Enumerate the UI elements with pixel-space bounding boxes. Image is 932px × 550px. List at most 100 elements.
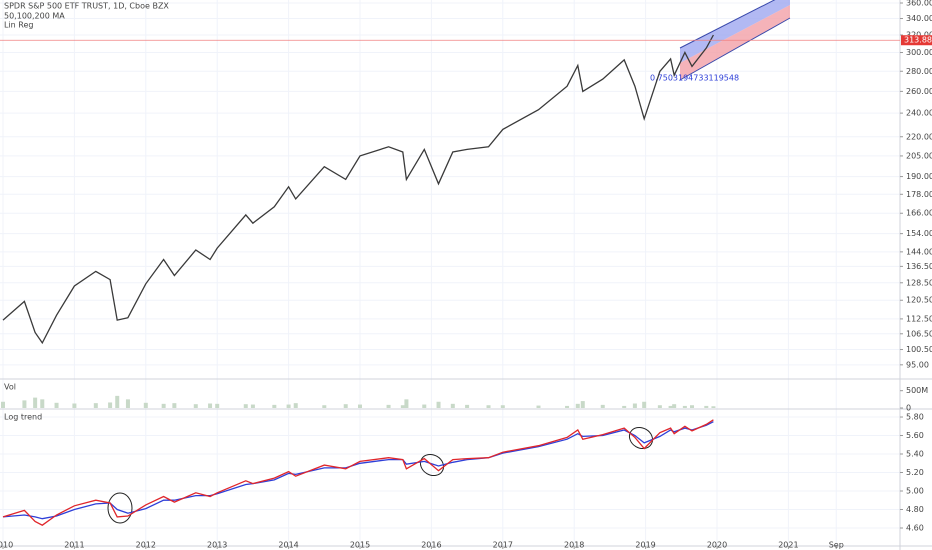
volume-bar: [243, 404, 248, 408]
volume-bar: [580, 401, 585, 408]
series-line: [2, 421, 714, 520]
volume-bar: [343, 404, 348, 408]
y-tick-label: 178.00: [906, 190, 932, 199]
y-tick-label: 166.00: [906, 209, 932, 218]
y-tick-label: 360.00: [906, 0, 932, 8]
volume-bar: [536, 405, 541, 408]
volume-bar: [40, 399, 45, 408]
y-tick-label: 320.00: [906, 30, 932, 39]
regression-line: [679, 0, 776, 49]
y-tick-label: 5.00: [906, 487, 924, 496]
volume-bar: [215, 403, 220, 408]
volume-bar: [600, 404, 605, 408]
y-tick-label: 240.00: [906, 109, 932, 118]
x-tick-label: 2019: [635, 541, 655, 550]
volume-bar: [500, 405, 505, 408]
regression-upper-band: [680, 0, 790, 63]
volume-bar: [143, 402, 148, 408]
y-tick-label: 300.00: [906, 48, 932, 57]
pane-title: Vol: [4, 383, 16, 392]
y-tick-label: 128.50: [906, 278, 932, 287]
y-tick-label: 106.50: [906, 329, 932, 338]
volume-bar: [193, 404, 198, 408]
volume-bar: [358, 404, 362, 408]
volume-bar: [465, 404, 470, 408]
x-tick-label: 2021: [778, 541, 798, 550]
volume-bar: [54, 402, 59, 408]
y-tick-label: 260.00: [906, 87, 932, 96]
x-tick-label: 2012: [136, 541, 156, 550]
volume-bar: [322, 405, 327, 408]
y-tick-label: 112.50: [906, 314, 932, 323]
y-tick-label: 4.60: [906, 523, 924, 532]
y-tick-label: 120.50: [906, 296, 932, 305]
volume-bar: [22, 400, 27, 408]
volume-bar: [286, 404, 291, 408]
volume-bar: [450, 403, 455, 408]
indicator-label: 50,100,200 MA: [4, 12, 65, 21]
volume-bar: [293, 403, 298, 408]
last-price-tag: [901, 35, 932, 46]
y-tick-label: 340.00: [906, 14, 932, 23]
volume-bar: [486, 405, 491, 408]
indicator-label: Lin Reg: [4, 21, 34, 30]
chart-title: SPDR S&P 500 ETF TRUST, 1D, Cboe BZX: [4, 2, 169, 11]
x-tick-label: 2018: [564, 541, 584, 550]
volume-bar: [632, 403, 637, 408]
volume-bar: [208, 403, 213, 408]
volume-bar: [711, 406, 716, 408]
volume-bar: [161, 403, 166, 408]
y-tick-label: 220.00: [906, 132, 932, 141]
x-tick-label: 2017: [493, 541, 513, 550]
volume-bar: [704, 405, 709, 408]
y-tick-label: 5.60: [906, 431, 924, 440]
volume-bar: [642, 401, 647, 408]
volume-bar: [565, 405, 570, 408]
y-tick-label: 136.50: [906, 262, 932, 271]
y-tick-label: 5.40: [906, 450, 924, 459]
volume-bar: [108, 402, 113, 408]
y-tick-label: 5.80: [906, 413, 924, 422]
last-price-label: 313.88: [904, 36, 932, 45]
y-tick-label: 154.00: [906, 229, 932, 238]
x-tick-label: 2020: [707, 541, 727, 550]
volume-bar: [250, 404, 255, 408]
volume-bar: [386, 404, 391, 408]
volume-bar: [404, 399, 409, 408]
volume-bar: [0, 401, 5, 408]
volume-bar: [436, 401, 441, 408]
volume-bar: [682, 405, 687, 408]
y-tick-label: 280.00: [906, 67, 932, 76]
highlight-ellipse: [628, 426, 654, 450]
volume-bar: [115, 395, 120, 408]
highlight-ellipse: [419, 453, 445, 477]
y-tick-label: 190.00: [906, 172, 932, 181]
x-tick-label: 2014: [278, 541, 298, 550]
volume-bar: [690, 405, 695, 408]
y-tick-label: 100.50: [906, 345, 932, 354]
volume-bar: [575, 403, 580, 408]
x-tick-label: 2010: [0, 541, 13, 550]
y-tick-label: 205.00: [906, 151, 932, 160]
volume-bar: [272, 404, 277, 408]
y-tick-label: 4.80: [906, 505, 924, 514]
pane-title: Log trend: [4, 413, 42, 422]
x-tick-label: 2013: [207, 541, 227, 550]
x-tick-label: 2015: [350, 541, 370, 550]
volume-bar: [622, 405, 627, 408]
annotation: 0.7503194733119548: [650, 74, 739, 83]
volume-bar: [400, 405, 405, 408]
volume-bar: [422, 404, 427, 408]
y-tick-label: 500M: [906, 386, 928, 395]
y-tick-label: 0: [906, 404, 911, 413]
x-tick-label: 2011: [64, 541, 84, 550]
series-line: [2, 419, 714, 526]
volume-bar: [72, 403, 77, 408]
volume-bar: [657, 405, 662, 408]
x-tick-label: 2016: [421, 541, 441, 550]
price-line: [2, 34, 714, 345]
highlight-ellipse: [107, 492, 133, 524]
volume-bar: [125, 399, 130, 408]
